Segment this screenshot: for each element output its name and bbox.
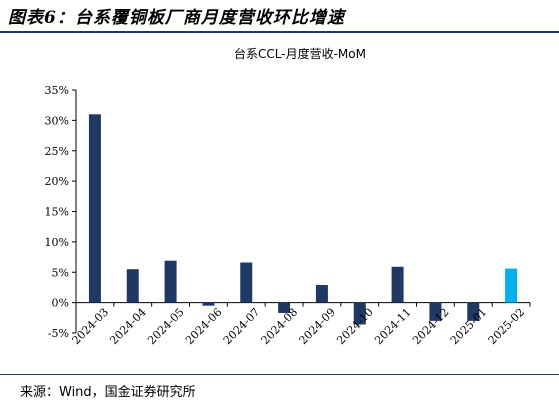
y-tick-label: -5% [48,327,69,340]
bar-2024-09 [315,285,328,303]
y-tick-label: 20% [45,175,69,188]
figure-title: 图表6：台系覆铜板厂商月度营收环比增速 [8,8,345,28]
bar-2025-01 [467,302,480,321]
bar-2024-04 [126,269,139,303]
y-tick-label: 10% [45,236,69,249]
y-tick-label: 25% [45,145,69,158]
bar-2025-02 [505,268,518,303]
x-tick-label: 2024-06 [183,306,225,348]
y-tick-label: 30% [45,114,69,127]
x-tick-label: 2024-07 [221,306,263,348]
source-note: 来源：Wind，国金证券研究所 [20,385,196,400]
y-tick-labels: -5% 0% 5% 10% 15% 20% 25% 30% 35% [45,84,69,340]
footer-divider [0,374,559,375]
bar-2024-07 [240,262,253,303]
x-tick-label: 2024-11 [372,306,414,348]
chart-title: 台系CCL-月度营收-MoM [234,46,366,61]
x-tick-label: 2025-02 [486,306,528,348]
bar-2024-08 [278,302,291,313]
x-tick-label: 2024-09 [297,306,339,348]
y-tick-label: 0% [52,297,69,310]
y-tick-label: 15% [45,206,69,219]
bar-chart: 台系CCL-月度营收-MoM -5% 0% 5% 10% 15% 20% 25% 30% 35%… [45,46,531,348]
x-tick-labels: 2024-032024-042024-052024-062024-072024-… [70,306,528,348]
bar-2024-05 [164,260,177,303]
y-tick-label: 35% [45,84,69,97]
chart-axes [72,89,531,334]
title-divider [0,31,559,33]
x-tick-label: 2024-04 [107,306,149,348]
bar-2024-11 [391,266,404,303]
bar-2024-03 [88,114,101,303]
chart-bars [88,114,518,325]
y-tick-label: 5% [52,266,69,279]
x-tick-label: 2024-05 [145,306,187,348]
bar-2024-12 [429,302,442,321]
bar-2024-10 [353,302,366,325]
bar-2024-06 [202,302,215,306]
